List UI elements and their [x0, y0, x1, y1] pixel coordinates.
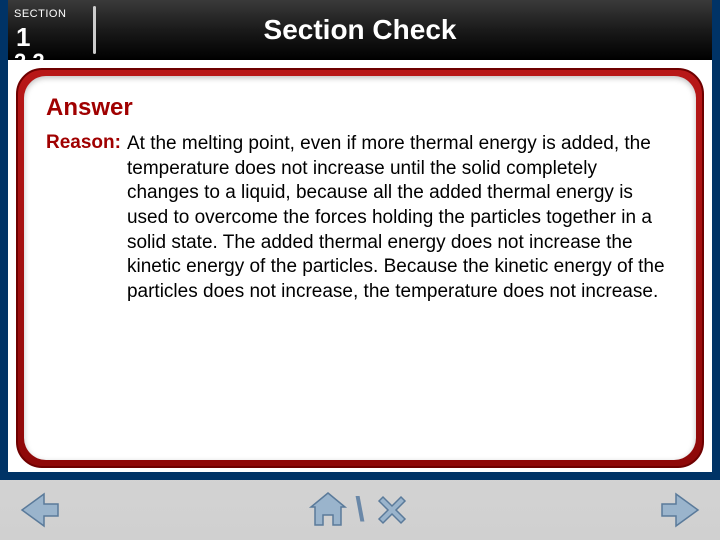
- next-button[interactable]: [658, 490, 704, 530]
- close-icon: [369, 487, 415, 533]
- header-divider: [93, 6, 96, 54]
- section-number: 1: [16, 22, 30, 52]
- content-panel: Answer Reason: At the melting point, eve…: [16, 68, 704, 468]
- home-button[interactable]: [305, 487, 351, 533]
- reason-label: Reason:: [46, 132, 121, 154]
- close-button[interactable]: [369, 487, 415, 533]
- nav-bar: \: [0, 480, 720, 540]
- prev-button[interactable]: [16, 490, 62, 530]
- slide-frame: SECTION 1 2.2 Section Check Answer Reaso…: [0, 0, 720, 480]
- section-label: SECTION: [14, 8, 66, 20]
- reason-text: At the melting point, even if more therm…: [127, 132, 674, 305]
- arrow-left-icon: [16, 490, 62, 530]
- home-icon: [305, 487, 351, 533]
- page-title: Section Check: [8, 14, 712, 46]
- center-nav: \: [305, 487, 414, 533]
- arrow-right-icon: [658, 490, 704, 530]
- nav-separator: \: [355, 491, 364, 530]
- content-inner: Answer Reason: At the melting point, eve…: [24, 76, 696, 460]
- answer-heading: Answer: [46, 94, 674, 122]
- reason-block: Reason: At the melting point, even if mo…: [46, 132, 674, 305]
- section-indicator: SECTION 1 2.2: [8, 0, 93, 58]
- header-bar: SECTION 1 2.2 Section Check: [8, 0, 712, 60]
